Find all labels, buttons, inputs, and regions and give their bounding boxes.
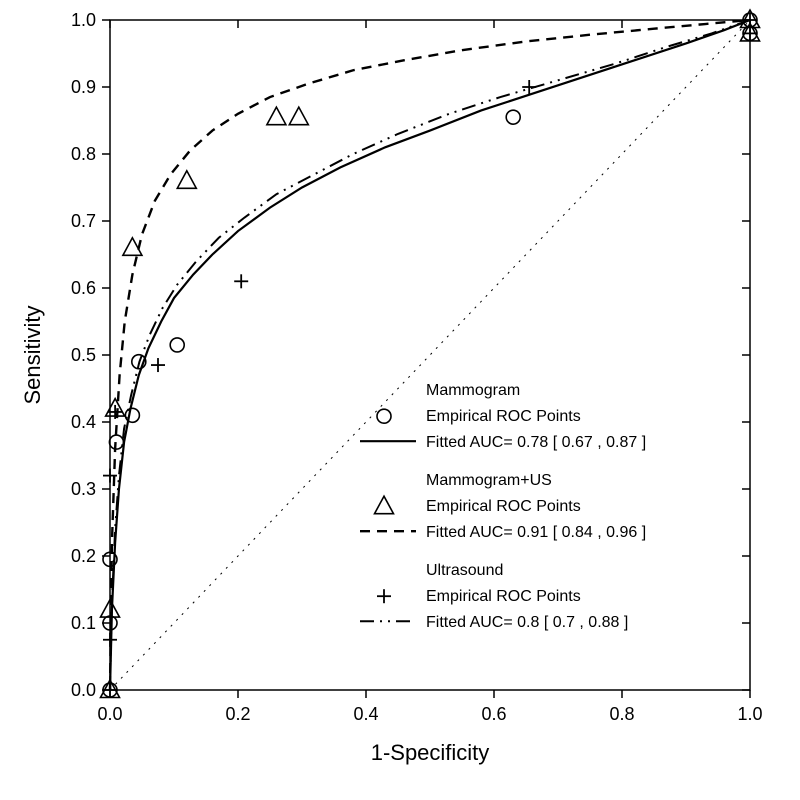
y-tick-label: 0.0 (71, 680, 96, 700)
y-axis-label: Sensitivity (20, 305, 45, 404)
y-tick-label: 0.6 (71, 278, 96, 298)
legend-series-name: Mammogram (426, 382, 520, 399)
y-tick-label: 0.5 (71, 345, 96, 365)
x-tick-label: 0.4 (353, 704, 378, 724)
y-tick-label: 0.2 (71, 546, 96, 566)
x-tick-label: 0.0 (97, 704, 122, 724)
x-tick-label: 0.8 (609, 704, 634, 724)
x-tick-label: 0.6 (481, 704, 506, 724)
y-tick-label: 0.7 (71, 211, 96, 231)
y-tick-label: 0.9 (71, 77, 96, 97)
roc-svg: 0.0 0.2 0.4 0.6 0.8 1.0 0.0 0.1 0.2 0.3 0.4 0.5 0.6 0… (0, 0, 800, 800)
y-tick-label: 0.4 (71, 412, 96, 432)
legend-series-name: Mammogram+US (426, 472, 552, 489)
legend-points-label: Empirical ROC Points (426, 588, 581, 605)
legend-auc-label: Fitted AUC= 0.8 [ 0.7 , 0.88 ] (426, 614, 628, 631)
y-tick-label: 0.1 (71, 613, 96, 633)
legend-series-name: Ultrasound (426, 562, 503, 579)
x-axis-label: 1-Specificity (371, 740, 490, 765)
legend-points-label: Empirical ROC Points (426, 498, 581, 515)
x-tick-label: 1.0 (737, 704, 762, 724)
x-tick-label: 0.2 (225, 704, 250, 724)
y-tick-label: 0.8 (71, 144, 96, 164)
legend-points-label: Empirical ROC Points (426, 408, 581, 425)
y-tick-label: 1.0 (71, 10, 96, 30)
legend-auc-label: Fitted AUC= 0.91 [ 0.84 , 0.96 ] (426, 524, 646, 541)
legend-auc-label: Fitted AUC= 0.78 [ 0.67 , 0.87 ] (426, 434, 646, 451)
y-tick-label: 0.3 (71, 479, 96, 499)
roc-chart: 0.0 0.2 0.4 0.6 0.8 1.0 0.0 0.1 0.2 0.3 0.4 0.5 0.6 0… (0, 0, 800, 800)
